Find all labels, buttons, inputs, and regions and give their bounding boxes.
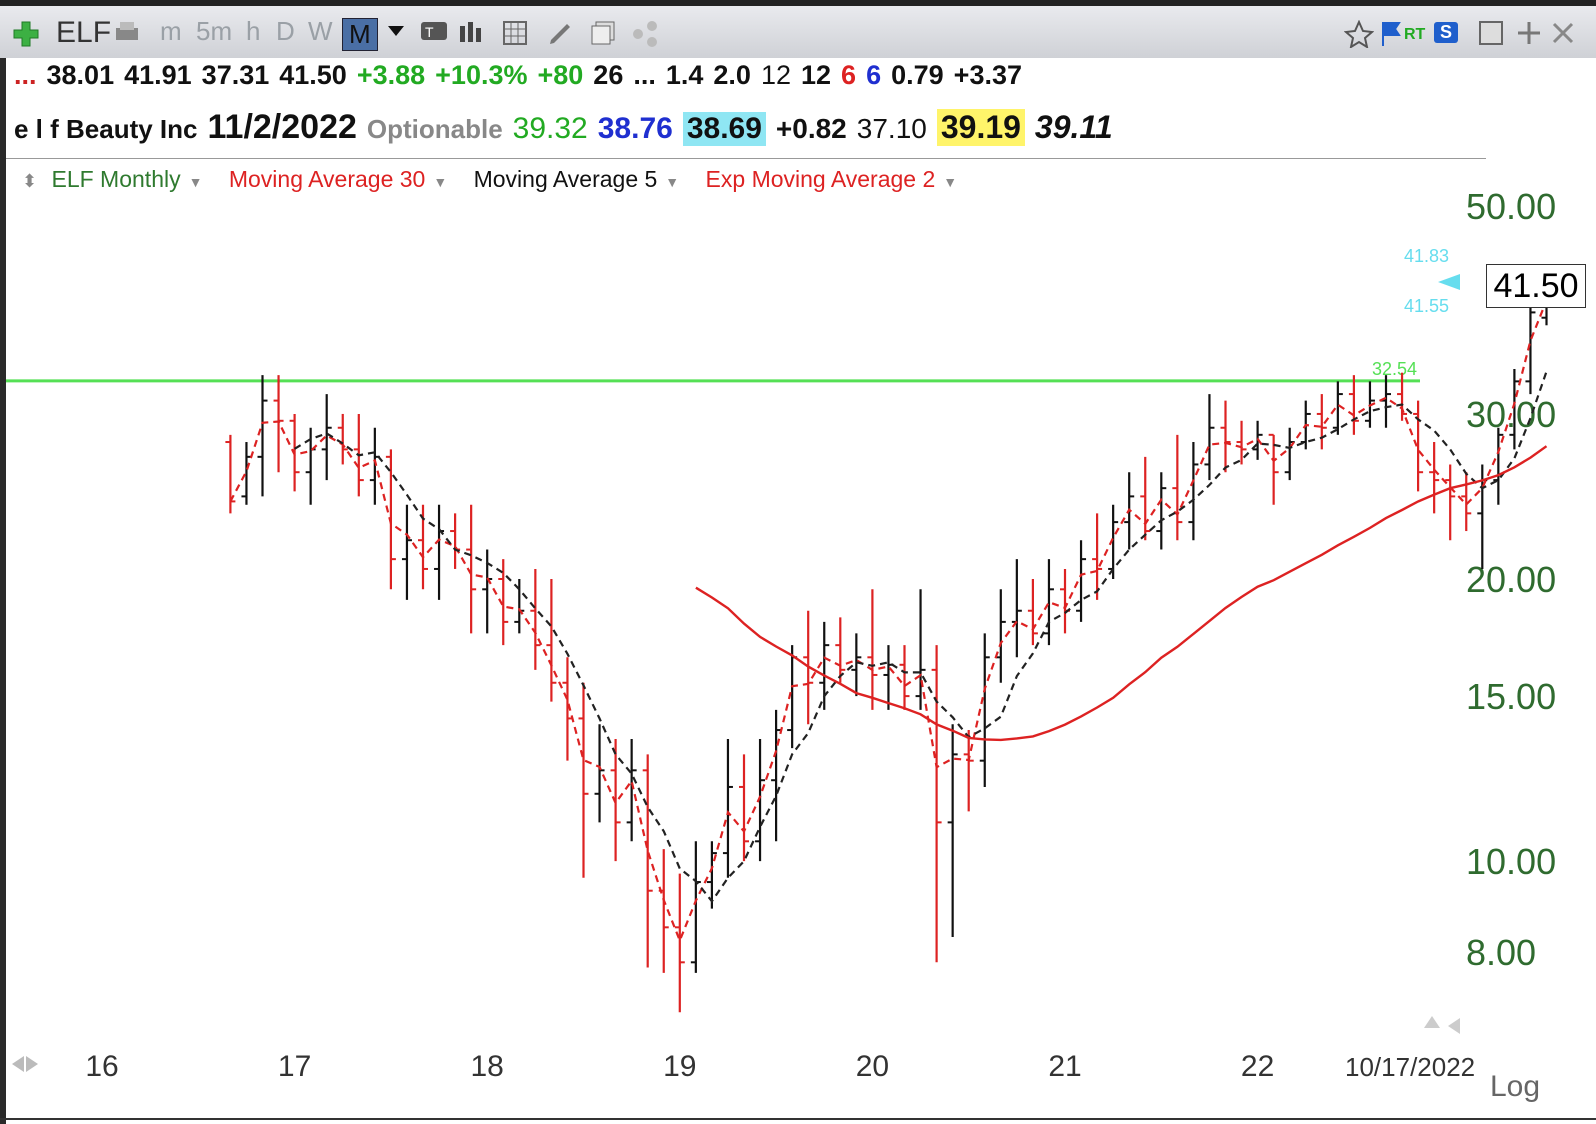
- chart-legend: ⬍ ELF Monthly ▼ Moving Average 30 ▼ Moving…: [22, 166, 977, 193]
- quote2-value-6: +0.82: [775, 113, 847, 144]
- text-tool-icon[interactable]: T: [420, 20, 447, 42]
- symbol-field[interactable]: ELF: [56, 16, 112, 49]
- period-w[interactable]: W: [308, 16, 333, 46]
- quote1-value-1: 38.01: [46, 60, 115, 90]
- quote2-value-4: 38.76: [597, 112, 673, 145]
- svg-text:T: T: [425, 24, 434, 40]
- ma30-line: [695, 445, 1548, 742]
- x-tick-label: 20: [856, 1050, 889, 1083]
- breakout-label: 32.54: [1372, 359, 1417, 379]
- quote1-value-4: 41.50: [279, 60, 347, 90]
- printer-icon[interactable]: [114, 20, 138, 42]
- quote1-value-3: 37.31: [201, 60, 270, 90]
- quote1-value-12: 12: [760, 60, 791, 90]
- chevron-down-icon[interactable]: ▼: [433, 174, 448, 190]
- quote1-value-7: +80: [537, 60, 584, 90]
- quote2-value-2: Optionable: [366, 114, 503, 144]
- period-d[interactable]: D: [276, 16, 295, 46]
- quote2-value-3: 39.32: [512, 112, 588, 145]
- x-tick-label: 18: [471, 1050, 504, 1083]
- quote1-value-17: +3.37: [953, 60, 1022, 90]
- quote1-value-9: ...: [633, 60, 656, 90]
- quote1-value-16: 0.79: [891, 60, 944, 90]
- quote1-value-2: 41.91: [124, 60, 192, 90]
- window-icon[interactable]: [1478, 20, 1503, 45]
- move-icon[interactable]: [1516, 20, 1540, 44]
- pencil-icon[interactable]: [546, 20, 570, 44]
- high-tag: 41.83: [1404, 246, 1449, 266]
- header-separator: [6, 158, 1486, 159]
- s-button[interactable]: S: [1434, 22, 1459, 43]
- y-tick-label: 20.00: [1466, 559, 1556, 600]
- x-tick-label: 21: [1048, 1050, 1081, 1083]
- pages-icon[interactable]: [590, 20, 615, 45]
- y-tick-label: 15.00: [1466, 676, 1556, 717]
- grid-plus-icon[interactable]: [502, 20, 527, 45]
- legend-ema2[interactable]: Exp Moving Average 2: [705, 166, 936, 192]
- quote-row-1: ... 38.01 41.91 37.31 41.50 +3.88 +10.3% +80 26.…: [14, 60, 1032, 91]
- period-m[interactable]: m: [160, 16, 182, 46]
- legend-ma30[interactable]: Moving Average 30: [228, 166, 426, 192]
- pan-arrows-icon: [12, 1056, 38, 1072]
- x-tick-label: 10/17/2022: [1345, 1052, 1475, 1082]
- scroll-left-icon: [1448, 1018, 1460, 1034]
- chevron-down-icon[interactable]: [386, 20, 408, 42]
- quote1-value-11: 2.0: [713, 60, 751, 90]
- star-icon[interactable]: [1343, 19, 1375, 50]
- window-left-border: [0, 58, 6, 1124]
- quote-row-2: e l f Beauty Inc 11/2/2022 Optionable 39.32…: [14, 108, 1123, 147]
- quote1-value-8: 26: [593, 60, 624, 90]
- quote2-value-9: 39.11: [1034, 109, 1113, 145]
- quote1-value-15: 6: [866, 60, 882, 90]
- flag-icon[interactable]: [1380, 20, 1402, 46]
- x-tick-label: 16: [85, 1050, 118, 1083]
- quote2-value-8: 39.19: [936, 109, 1025, 146]
- last-price-box: 41.50: [1486, 264, 1586, 308]
- period-m-active[interactable]: M: [342, 18, 378, 51]
- x-tick-label: 19: [663, 1050, 696, 1083]
- period-5m[interactable]: 5m: [196, 16, 233, 46]
- ema2-line: [229, 300, 1548, 944]
- low-tag: 41.55: [1404, 296, 1449, 316]
- toolbar: ELF m 5m h D W M T RT S: [0, 0, 1596, 58]
- quote1-value-10: 1.4: [665, 60, 704, 90]
- legend-ma5[interactable]: Moving Average 5: [473, 166, 658, 192]
- period-h[interactable]: h: [246, 16, 261, 46]
- quote2-value-5: 38.69: [682, 112, 766, 146]
- quote1-value-5: +3.88: [356, 60, 426, 90]
- chevron-down-icon[interactable]: ▼: [943, 174, 958, 190]
- updown-icon[interactable]: ⬍: [22, 171, 38, 191]
- chevron-down-icon[interactable]: ▼: [665, 174, 680, 190]
- y-tick-label: 10.00: [1466, 841, 1556, 882]
- close-icon[interactable]: [1550, 20, 1574, 44]
- quote2-value-1: 11/2/2022: [207, 108, 357, 146]
- y-tick-label: 50.00: [1466, 186, 1556, 227]
- quote1-value-13: 12: [801, 60, 832, 90]
- add-symbol-icon[interactable]: [12, 20, 39, 47]
- price-pointer-icon: [1438, 274, 1460, 290]
- chevron-down-icon[interactable]: ▼: [188, 174, 203, 190]
- quote2-value-0: e l f Beauty Inc: [14, 114, 198, 144]
- x-tick-label: 22: [1241, 1050, 1274, 1083]
- scroll-up-icon: [1424, 1016, 1440, 1028]
- share-icon[interactable]: [630, 20, 657, 47]
- quote1-value-0: ...: [14, 60, 37, 90]
- bar-chart-icon[interactable]: [458, 20, 481, 42]
- quote1-value-14: 6: [841, 60, 857, 90]
- window-bottom-border: [0, 1118, 1596, 1120]
- rt-label[interactable]: RT: [1404, 26, 1426, 43]
- y-tick-label: 8.00: [1466, 932, 1536, 973]
- legend-symbol[interactable]: ELF Monthly: [51, 166, 181, 192]
- log-scale-toggle[interactable]: Log: [1490, 1070, 1541, 1103]
- quote2-value-7: 37.10: [856, 113, 927, 144]
- x-tick-label: 17: [278, 1050, 311, 1083]
- quote1-value-6: +10.3%: [435, 60, 528, 90]
